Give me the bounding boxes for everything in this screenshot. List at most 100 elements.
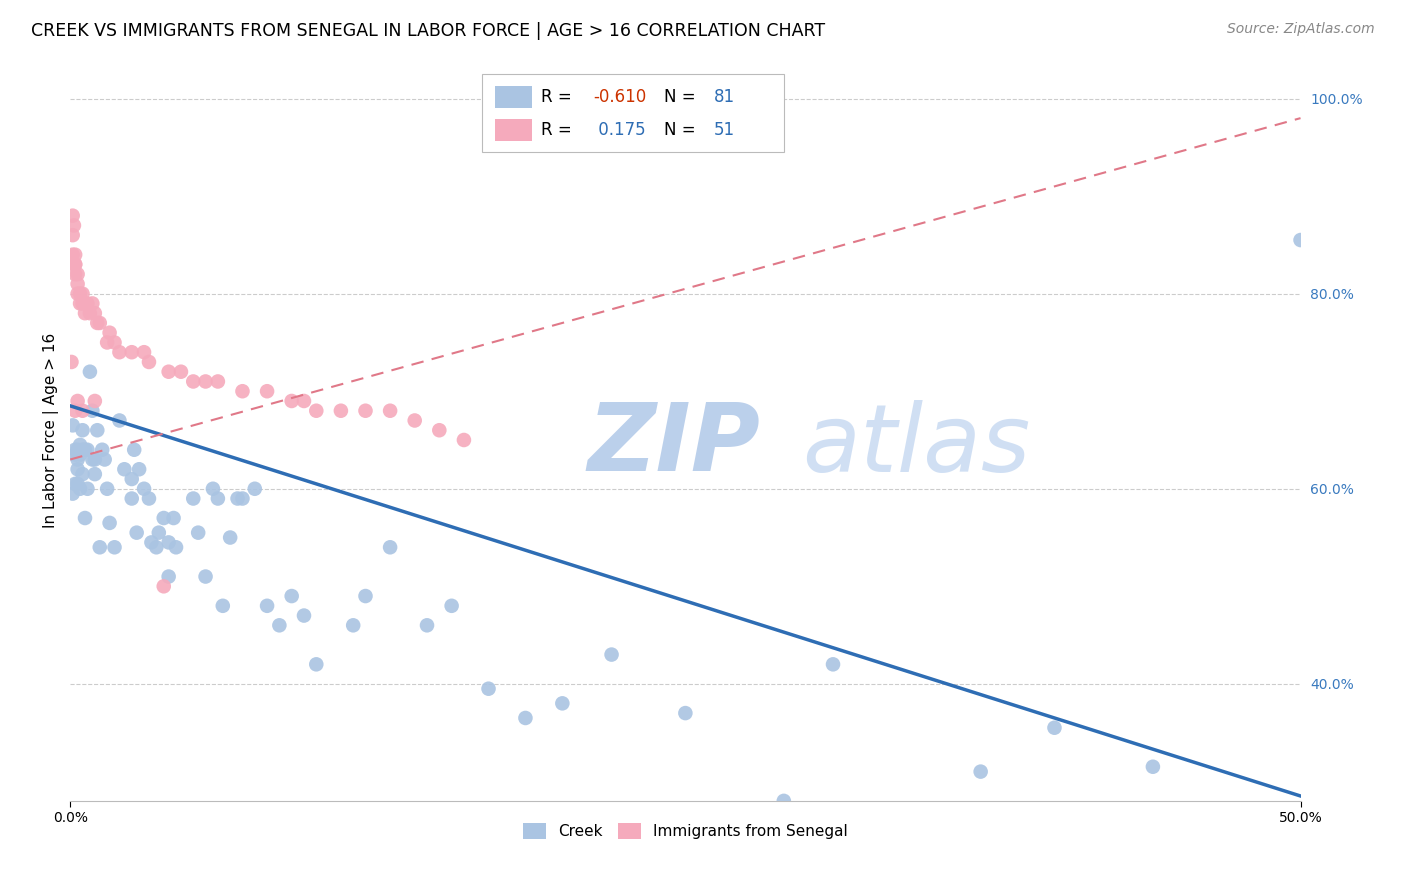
Legend: Creek, Immigrants from Senegal: Creek, Immigrants from Senegal: [517, 817, 853, 845]
Text: N =: N =: [665, 87, 702, 105]
Point: [66, 277, 89, 291]
Point: [280, 589, 302, 603]
Point: [69, 438, 91, 452]
Point: [63, 267, 86, 281]
Point: [138, 355, 160, 369]
Point: [63, 248, 86, 262]
Point: [72, 423, 94, 437]
Point: [170, 365, 193, 379]
Point: [69, 296, 91, 310]
Point: [83, 306, 105, 320]
Point: [69, 448, 91, 462]
Point: [141, 535, 163, 549]
Point: [121, 472, 143, 486]
Point: [63, 403, 86, 417]
Point: [66, 442, 89, 457]
Point: [108, 345, 131, 359]
Point: [231, 384, 253, 399]
Point: [122, 442, 145, 457]
Point: [453, 433, 475, 447]
Point: [112, 462, 135, 476]
Point: [121, 491, 143, 506]
Text: -0.610: -0.610: [593, 87, 647, 105]
Point: [211, 599, 233, 613]
Point: [162, 511, 184, 525]
Text: R =: R =: [541, 87, 578, 105]
FancyBboxPatch shape: [482, 74, 783, 153]
Point: [187, 525, 209, 540]
Point: [62, 486, 84, 500]
Text: N =: N =: [665, 121, 702, 139]
Point: [226, 491, 249, 506]
Point: [72, 296, 94, 310]
Point: [138, 491, 160, 506]
Point: [93, 452, 115, 467]
Point: [73, 442, 96, 457]
Point: [66, 286, 89, 301]
Point: [181, 375, 204, 389]
Point: [269, 618, 291, 632]
Text: ZIP: ZIP: [586, 399, 759, 491]
Point: [145, 541, 167, 555]
Point: [63, 257, 86, 271]
Point: [256, 599, 278, 613]
Point: [72, 403, 94, 417]
Text: 81: 81: [714, 87, 735, 105]
Point: [1043, 721, 1066, 735]
Point: [73, 511, 96, 525]
Point: [305, 657, 328, 672]
Point: [673, 706, 696, 720]
Point: [551, 697, 574, 711]
Point: [79, 365, 101, 379]
Point: [72, 467, 94, 482]
Point: [201, 482, 224, 496]
Point: [62, 418, 84, 433]
Point: [103, 335, 125, 350]
Point: [66, 394, 89, 409]
Point: [63, 442, 86, 457]
Point: [82, 452, 104, 467]
Point: [305, 403, 328, 417]
Point: [72, 442, 94, 457]
Point: [69, 286, 91, 301]
Point: [132, 482, 155, 496]
Point: [98, 516, 121, 530]
Point: [600, 648, 623, 662]
Point: [82, 403, 104, 417]
Point: [86, 423, 108, 437]
Point: [1142, 760, 1164, 774]
Point: [165, 541, 187, 555]
Point: [72, 286, 94, 301]
Y-axis label: In Labor Force | Age > 16: In Labor Force | Age > 16: [44, 333, 59, 528]
Point: [292, 394, 315, 409]
Point: [89, 316, 111, 330]
Point: [73, 306, 96, 320]
Point: [243, 482, 266, 496]
Point: [96, 482, 118, 496]
Point: [76, 482, 98, 496]
Point: [103, 541, 125, 555]
Text: atlas: atlas: [803, 400, 1031, 491]
Point: [772, 794, 794, 808]
Point: [231, 491, 253, 506]
Point: [256, 384, 278, 399]
Point: [181, 491, 204, 506]
Point: [416, 618, 439, 632]
Point: [821, 657, 844, 672]
Point: [83, 467, 105, 482]
Point: [98, 326, 121, 340]
Point: [207, 375, 229, 389]
Point: [148, 525, 170, 540]
Point: [79, 306, 101, 320]
Point: [515, 711, 537, 725]
Point: [76, 296, 98, 310]
Point: [969, 764, 991, 779]
Point: [91, 442, 114, 457]
Point: [125, 525, 148, 540]
Point: [194, 375, 217, 389]
Point: [404, 413, 426, 427]
Point: [1289, 233, 1312, 247]
Point: [354, 589, 377, 603]
Point: [63, 257, 86, 271]
Point: [76, 442, 98, 457]
